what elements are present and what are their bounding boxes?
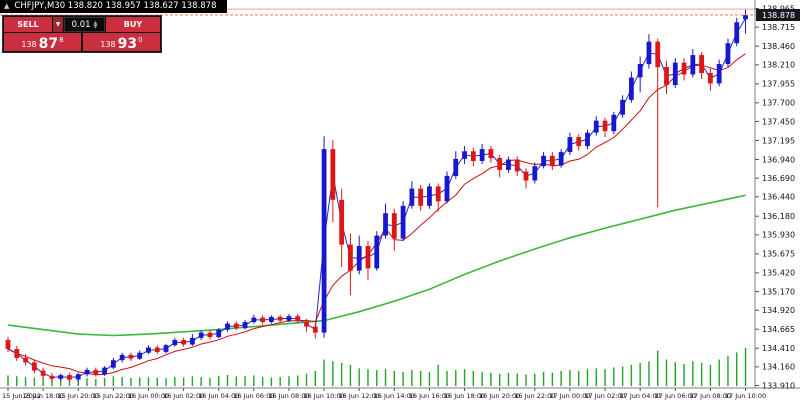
chevron-down-icon[interactable]: ▼	[53, 17, 63, 32]
svg-text:17 Jun 02:00: 17 Jun 02:00	[584, 392, 625, 400]
svg-text:136.690: 136.690	[762, 174, 795, 183]
svg-text:134.665: 134.665	[762, 325, 795, 334]
volume-up-icon[interactable]: ▲	[93, 19, 98, 26]
svg-text:137.450: 137.450	[762, 117, 795, 126]
svg-text:16 Jun 18:00: 16 Jun 18:00	[444, 392, 485, 400]
svg-text:17 Jun 10:00: 17 Jun 10:00	[725, 392, 766, 400]
svg-text:15 Jun 18:00: 15 Jun 18:00	[22, 392, 63, 400]
svg-text:135.420: 135.420	[762, 269, 795, 278]
svg-text:133.910: 133.910	[762, 381, 795, 390]
symbol-ohlc-text: CHFJPY,M30 138.820 138.957 138.627 138.8…	[14, 1, 217, 11]
svg-text:138.715: 138.715	[762, 23, 795, 32]
sell-price-button[interactable]: 138 87 8	[4, 33, 81, 51]
sell-button-label: SELL	[17, 20, 39, 29]
svg-text:134.160: 134.160	[762, 363, 795, 372]
svg-text:136.180: 136.180	[762, 212, 795, 221]
svg-text:17 Jun 04:00: 17 Jun 04:00	[620, 392, 661, 400]
svg-text:17 Jun 06:00: 17 Jun 06:00	[655, 392, 696, 400]
svg-text:137.700: 137.700	[762, 99, 795, 108]
symbol-header: ▲ CHFJPY,M30 138.820 138.957 138.627 138…	[0, 0, 227, 13]
svg-text:16 Jun 20:00: 16 Jun 20:00	[479, 392, 520, 400]
svg-text:134.920: 134.920	[762, 306, 795, 315]
buy-price-main: 138	[100, 40, 116, 49]
svg-text:138.878: 138.878	[762, 11, 795, 20]
svg-text:17 Jun 08:00: 17 Jun 08:00	[690, 392, 731, 400]
svg-text:16 Jun 02:00: 16 Jun 02:00	[163, 392, 204, 400]
svg-text:16 Jun 14:00: 16 Jun 14:00	[374, 392, 415, 400]
sell-price-frac: 8	[59, 36, 64, 44]
svg-text:138.965: 138.965	[762, 4, 795, 13]
buy-price-pips: 93	[117, 36, 138, 52]
svg-text:135.170: 135.170	[762, 287, 795, 296]
one-click-trading-panel: SELL ▼ 0.01 ▲ ▼ BUY 138 87 8 138 93 0	[2, 15, 162, 53]
volume-stepper: ▲ ▼	[93, 19, 98, 30]
svg-text:16 Jun 12:00: 16 Jun 12:00	[339, 392, 380, 400]
svg-text:136.440: 136.440	[762, 193, 795, 202]
svg-text:16 Jun 10:00: 16 Jun 10:00	[303, 392, 344, 400]
buy-button-label: BUY	[123, 20, 143, 29]
svg-text:15 Jun 2022: 15 Jun 2022	[2, 392, 41, 400]
volume-down-icon[interactable]: ▼	[93, 23, 98, 30]
time-axis[interactable]	[0, 388, 755, 403]
volume-input[interactable]: 0.01 ▲ ▼	[64, 17, 105, 32]
buy-price-button[interactable]: 138 93 0	[83, 33, 160, 51]
volume-value: 0.01	[71, 19, 91, 30]
buy-price-frac: 0	[138, 36, 143, 44]
sell-price-main: 138	[21, 40, 37, 49]
svg-text:137.195: 137.195	[762, 136, 795, 145]
sell-price-pips: 87	[38, 36, 59, 52]
svg-text:15 Jun 22:00: 15 Jun 22:00	[93, 392, 134, 400]
buy-button[interactable]: BUY	[106, 17, 160, 32]
svg-text:135.675: 135.675	[762, 250, 795, 259]
svg-text:16 Jun 16:00: 16 Jun 16:00	[409, 392, 450, 400]
svg-text:16 Jun 22:00: 16 Jun 22:00	[514, 392, 555, 400]
svg-text:134.410: 134.410	[762, 344, 795, 353]
svg-text:17 Jun 00:00: 17 Jun 00:00	[549, 392, 590, 400]
svg-text:137.955: 137.955	[762, 80, 795, 89]
svg-text:16 Jun 08:00: 16 Jun 08:00	[268, 392, 309, 400]
candlestick-chart-icon: ▲	[4, 2, 10, 10]
svg-text:138.210: 138.210	[762, 61, 795, 70]
sell-button[interactable]: SELL	[4, 17, 52, 32]
svg-text:136.940: 136.940	[762, 155, 795, 164]
svg-text:16 Jun 00:00: 16 Jun 00:00	[128, 392, 169, 400]
price-axis[interactable]	[755, 0, 800, 388]
svg-text:16 Jun 06:00: 16 Jun 06:00	[233, 392, 274, 400]
svg-text:135.930: 135.930	[762, 231, 795, 240]
svg-text:16 Jun 04:00: 16 Jun 04:00	[198, 392, 239, 400]
svg-text:138.460: 138.460	[762, 42, 795, 51]
svg-text:15 Jun 20:00: 15 Jun 20:00	[58, 392, 99, 400]
